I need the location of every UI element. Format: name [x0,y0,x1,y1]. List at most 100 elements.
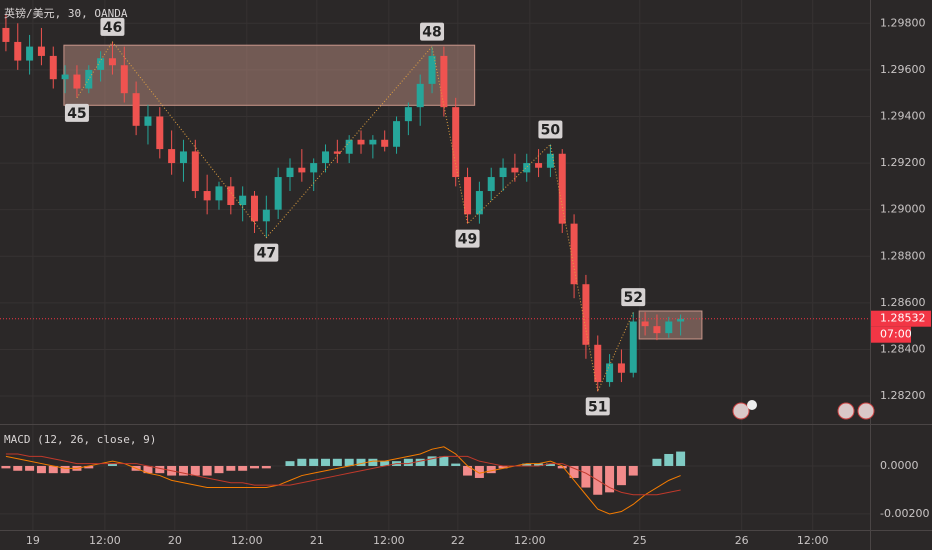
candle-body [452,107,460,178]
candle-body [665,321,673,334]
histogram-bar [155,465,165,474]
pivot-label: 51 [588,399,607,415]
candle-body [168,149,176,164]
pivot-label: 46 [103,20,122,36]
countdown-box [871,326,911,343]
x-tick-label: 19 [26,534,40,547]
y-tick-label: 1.28800 [880,249,926,262]
event-icon [732,402,750,420]
histogram-bar [60,465,70,474]
pivot-label: 52 [624,290,643,306]
candle-body [73,74,81,89]
candle-body [156,116,164,150]
y-tick-label: 1.29200 [880,156,926,169]
x-tick-label: 12:00 [89,534,121,547]
pivot-label: 47 [257,246,276,262]
histogram-bar [486,465,496,474]
x-tick-label: 12:00 [797,534,829,547]
candle-body [85,69,93,89]
candle-body [381,139,389,147]
histogram-bar [107,463,117,466]
candle-body [262,209,270,222]
histogram-bar [48,465,58,474]
x-tick-label: 21 [310,534,324,547]
x-tick-label: 12:00 [231,534,263,547]
pivot-label-box [455,229,480,248]
histogram-bar [297,458,307,466]
histogram-bar [498,465,508,469]
histogram-bar [84,465,94,469]
histogram-bar [415,458,425,466]
pivot-label-box [420,22,445,41]
event-icon [857,402,875,420]
histogram-bar [451,463,461,466]
candle-body [464,177,472,215]
histogram-bar [143,465,153,474]
candle-body [357,139,365,145]
candle-body [606,363,614,383]
histogram-bar [309,458,319,466]
event-icon [837,402,855,420]
candle-body [369,139,377,145]
event-icon [747,400,757,410]
candle-body [144,116,152,126]
y-tick-label: 1.28600 [880,296,926,309]
candle-body [215,186,223,201]
histogram-bar [190,465,200,476]
histogram-bar [285,461,295,466]
histogram-bar [676,451,686,466]
candle-body [570,223,578,285]
candle-body [393,121,401,147]
candle-body [535,163,543,168]
x-tick-label: 22 [451,534,465,547]
histogram-bar [226,465,236,471]
histogram-bar [25,465,35,471]
histogram-bar [628,465,638,476]
histogram-bar [380,461,390,466]
indicator-title: MACD (12, 26, close, 9) [4,433,156,446]
histogram-bar [569,465,579,478]
macd-line [5,446,681,515]
y-tick-label: 1.29000 [880,203,926,216]
last-price-label: 1.28532 [880,312,926,325]
candle-body [404,107,412,122]
x-tick-label: 20 [168,534,182,547]
histogram-bar [321,458,331,466]
x-tick-label: 26 [735,534,749,547]
candle-body [617,363,625,373]
histogram-bar [605,465,615,493]
y-tick-label: 1.29400 [880,109,926,122]
pivot-label-box [254,243,279,262]
histogram-bar [664,453,674,466]
candle-body [677,318,685,322]
histogram-bar [534,463,544,466]
histogram-bar [427,456,437,466]
y-tick-label: 1.29800 [880,16,926,29]
candle-body [546,153,554,168]
histogram-bar [344,458,354,466]
candle-body [558,153,566,224]
x-tick-label: 25 [633,534,647,547]
histogram-bar [356,458,366,466]
zone [63,44,476,106]
candle-body [239,195,247,206]
histogram-bar [474,465,484,478]
histogram-bar [581,465,591,488]
candle-body [428,55,436,84]
candle-body [61,74,69,80]
candle-body [582,284,590,345]
candle-body [132,93,140,126]
histogram-bar [616,465,626,486]
candle-body [49,55,57,80]
candle-body [345,139,353,154]
candle-body [227,186,235,206]
pivot-label-box [538,120,563,139]
candle-body [416,83,424,108]
pivot-label-box [100,17,125,36]
y-tick-label: 1.29600 [880,63,926,76]
candle-body [641,321,649,327]
histogram-bar [1,465,11,469]
histogram-bar [249,465,259,469]
histogram-bar [238,465,248,471]
